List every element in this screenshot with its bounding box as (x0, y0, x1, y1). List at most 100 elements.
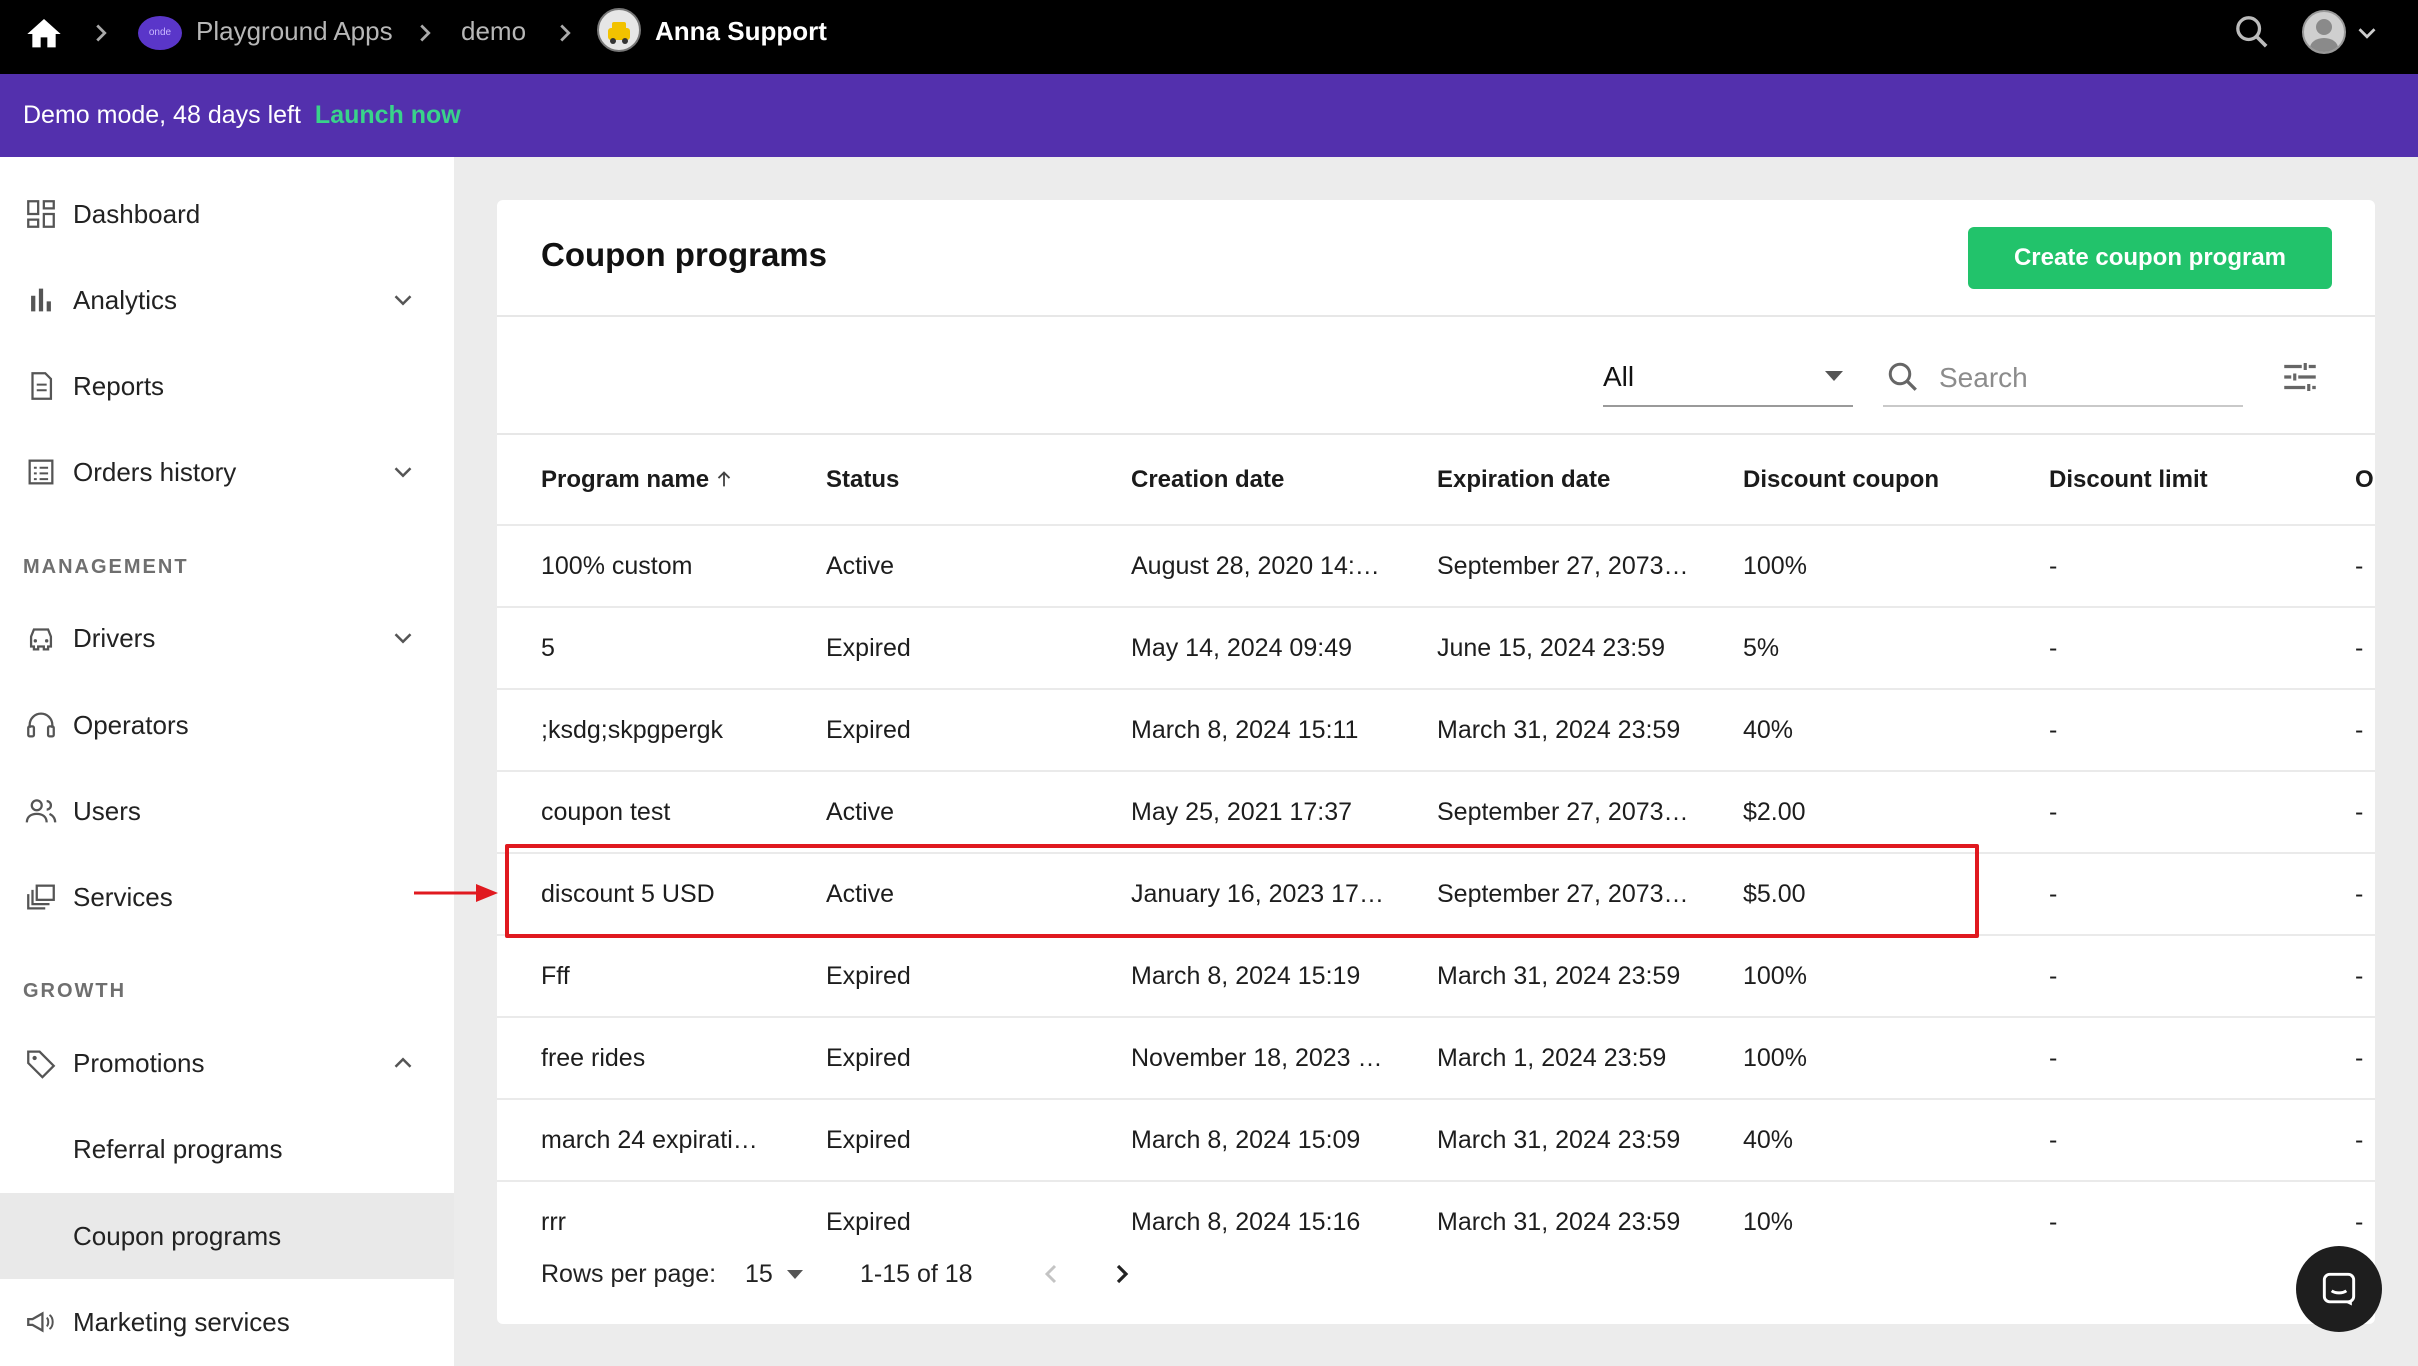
cell-expiration-date: March 31, 2024 23:59 (1437, 1126, 1681, 1154)
sidebar-item-users[interactable]: Users (0, 768, 454, 854)
sort-ascending-icon[interactable] (713, 468, 735, 490)
column-header-expiration-date[interactable]: Expiration date (1437, 466, 1611, 493)
cell-expiration-date: March 31, 2024 23:59 (1437, 962, 1681, 990)
cell-discount-limit: - (2049, 1126, 2058, 1154)
tag-icon (27, 1050, 56, 1079)
cell-creation-date: March 8, 2024 15:11 (1131, 716, 1359, 744)
cell-discount-coupon: 100% (1743, 552, 1807, 580)
sidebar-item-operators[interactable]: Operators (0, 682, 454, 768)
column-header-status[interactable]: Status (826, 466, 900, 493)
table-row[interactable]: 5 Expired May 14, 2024 09:49 June 15, 2024 … (497, 606, 2375, 688)
table-row[interactable]: 100% custom Active August 28, 2020 14:… Sep… (497, 524, 2375, 606)
sidebar-item-promotions[interactable]: Promotions (0, 1020, 454, 1106)
section-title-growth: GROWTH (23, 980, 127, 1002)
cell-creation-date: November 18, 2023 … (1131, 1044, 1383, 1072)
users-icon (25, 799, 57, 823)
previous-page-icon[interactable] (1035, 1258, 1067, 1290)
chevron-right-icon (420, 24, 431, 42)
search-icon[interactable] (2232, 12, 2272, 52)
cell-discount-limit: - (2049, 798, 2058, 826)
sidebar-item-label: Orders history (73, 456, 237, 487)
cell-creation-date: May 25, 2021 17:37 (1131, 798, 1352, 826)
cell-other: - (2355, 1044, 2364, 1072)
sidebar-item-label: Users (73, 795, 141, 826)
chevron-down-icon[interactable] (2352, 18, 2382, 48)
car-icon (29, 628, 53, 651)
search-field[interactable] (1883, 353, 2243, 407)
rows-per-page-select[interactable]: 15 (745, 1260, 773, 1288)
table-row[interactable]: discount 5 USD Active January 16, 2023 17…… (497, 852, 2375, 934)
create-coupon-program-button[interactable]: Create coupon program (1968, 227, 2332, 289)
pagination: Rows per page: 15 1-15 of 18 (497, 1224, 2375, 1324)
breadcrumb-client[interactable]: Anna Support (655, 16, 827, 46)
table-row[interactable]: coupon test Active May 25, 2021 17:37 Septe… (497, 770, 2375, 852)
sidebar-item-reports[interactable]: Reports (0, 343, 454, 429)
chevron-up-icon (394, 1057, 412, 1068)
cell-creation-date: August 28, 2020 14:… (1131, 552, 1380, 580)
sidebar-item-label: Operators (73, 709, 189, 740)
sidebar-item-label: Reports (73, 370, 165, 401)
cell-discount-limit: - (2049, 716, 2058, 744)
annotation-arrow-icon (414, 884, 498, 902)
filter-settings-icon[interactable] (2279, 356, 2321, 398)
column-header-creation-date[interactable]: Creation date (1131, 466, 1285, 493)
user-avatar[interactable] (2302, 10, 2346, 54)
sidebar-item-marketing-services[interactable]: Marketing services (0, 1279, 454, 1365)
sidebar-item-label: Services (73, 881, 173, 912)
report-icon (31, 372, 53, 400)
table-row[interactable]: rrr Expired March 8, 2024 15:16 March 31, 2… (497, 1180, 2375, 1262)
sidebar-item-services[interactable]: Services (0, 854, 454, 940)
cell-program-name: ;ksdg;skpgpergk (541, 716, 724, 744)
search-input[interactable] (1939, 357, 2229, 399)
sidebar-item-dashboard[interactable]: Dashboard (0, 171, 454, 257)
breadcrumb-app[interactable]: Playground Apps (196, 16, 393, 46)
column-header-program-name[interactable]: Program name (541, 435, 735, 524)
client-logo (597, 8, 641, 52)
sidebar-item-label: Coupon programs (73, 1220, 282, 1251)
page-title: Coupon programs (541, 236, 827, 273)
table-row[interactable]: ;ksdg;skpgpergk Expired March 8, 2024 15:1… (497, 688, 2375, 770)
cell-status: Expired (826, 634, 911, 662)
cell-other: - (2355, 716, 2364, 744)
home-icon[interactable] (24, 14, 64, 54)
cell-program-name: 100% custom (541, 552, 693, 580)
search-icon (1888, 362, 1917, 391)
breadcrumb-env[interactable]: demo (461, 16, 527, 46)
cell-program-name: free rides (541, 1044, 646, 1072)
table-row[interactable]: Fff Expired March 8, 2024 15:19 March 31, 2… (497, 934, 2375, 1016)
bar-chart-icon (31, 288, 51, 312)
cell-creation-date: January 16, 2023 17… (1131, 880, 1384, 908)
dropdown-caret-icon[interactable] (787, 1270, 803, 1279)
sidebar-item-referral-programs[interactable]: Referral programs (0, 1106, 454, 1192)
cell-discount-coupon: $5.00 (1743, 880, 1806, 908)
cell-status: Expired (826, 1126, 911, 1154)
column-header-discount-limit[interactable]: Discount limit (2049, 466, 2208, 493)
cell-status: Expired (826, 716, 911, 744)
table-header: Program name Status Creation date Expira… (497, 435, 2375, 524)
chevron-down-icon (394, 295, 412, 306)
sidebar-item-orders-history[interactable]: Orders history (0, 429, 454, 515)
column-header-discount-coupon[interactable]: Discount coupon (1743, 466, 1939, 493)
sidebar-item-drivers[interactable]: Drivers (0, 595, 454, 681)
column-header-other[interactable]: O (2355, 466, 2374, 493)
cell-other: - (2355, 552, 2364, 580)
cell-discount-limit: - (2049, 880, 2058, 908)
sidebar: Dashboard Analytics Reports Orders histo… (0, 157, 454, 1366)
status-filter-select[interactable]: All (1603, 353, 1853, 407)
cell-program-name: Fff (541, 962, 570, 990)
app-logo: onde (138, 16, 182, 50)
table-row[interactable]: march 24 expirati… Expired March 8, 2024 1… (497, 1098, 2375, 1180)
cell-expiration-date: March 31, 2024 23:59 (1437, 716, 1681, 744)
chat-launcher-button[interactable] (2296, 1246, 2382, 1332)
demo-message: Demo mode, 48 days left (23, 101, 301, 129)
table-row[interactable]: free rides Expired November 18, 2023 … Marc… (497, 1016, 2375, 1098)
cell-discount-limit: - (2049, 634, 2058, 662)
megaphone-icon (27, 1311, 54, 1333)
sidebar-item-coupon-programs[interactable]: Coupon programs (0, 1193, 454, 1279)
top-bar: onde Playground Apps demo Anna Support (0, 0, 2418, 74)
launch-now-link[interactable]: Launch now (314, 101, 461, 129)
page-range: 1-15 of 18 (860, 1260, 973, 1288)
sidebar-item-analytics[interactable]: Analytics (0, 257, 454, 343)
next-page-icon[interactable] (1106, 1258, 1138, 1290)
section-title-management: MANAGEMENT (23, 556, 189, 578)
